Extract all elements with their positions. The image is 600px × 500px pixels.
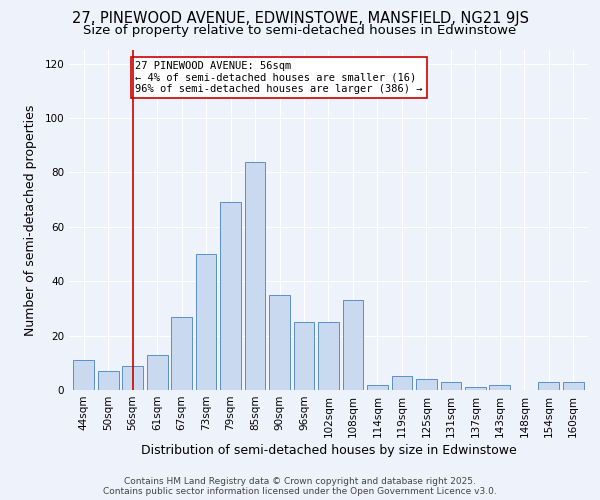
Bar (73, 360, 94, 390)
Bar (490, 384, 510, 390)
Text: Size of property relative to semi-detached houses in Edwinstowe: Size of property relative to semi-detach… (83, 24, 517, 37)
Bar (392, 376, 412, 390)
Bar (245, 162, 265, 390)
Bar (416, 379, 437, 390)
Bar (293, 322, 314, 390)
Bar (147, 354, 167, 390)
Bar (440, 382, 461, 390)
Bar (171, 316, 192, 390)
Bar (269, 295, 290, 390)
Text: 27, PINEWOOD AVENUE, EDWINSTOWE, MANSFIELD, NG21 9JS: 27, PINEWOOD AVENUE, EDWINSTOWE, MANSFIE… (71, 11, 529, 26)
Bar (367, 384, 388, 390)
Bar (220, 202, 241, 390)
Bar (196, 254, 217, 390)
Bar (465, 388, 486, 390)
Bar (538, 382, 559, 390)
Bar (122, 366, 143, 390)
Bar (343, 300, 364, 390)
Bar (98, 371, 119, 390)
Y-axis label: Number of semi-detached properties: Number of semi-detached properties (25, 104, 37, 336)
Bar (563, 382, 584, 390)
X-axis label: Distribution of semi-detached houses by size in Edwinstowe: Distribution of semi-detached houses by … (140, 444, 517, 457)
Bar (318, 322, 339, 390)
Text: 27 PINEWOOD AVENUE: 56sqm
← 4% of semi-detached houses are smaller (16)
96% of s: 27 PINEWOOD AVENUE: 56sqm ← 4% of semi-d… (135, 61, 422, 94)
Text: Contains HM Land Registry data © Crown copyright and database right 2025.
Contai: Contains HM Land Registry data © Crown c… (103, 476, 497, 496)
